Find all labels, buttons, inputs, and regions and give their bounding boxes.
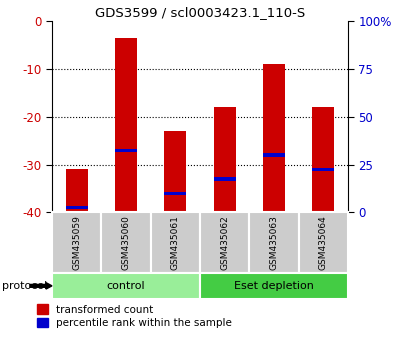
Text: GSM435064: GSM435064 [319,215,328,270]
Legend: transformed count, percentile rank within the sample: transformed count, percentile rank withi… [37,304,232,328]
Bar [263,64,285,212]
Bar [200,273,348,299]
Text: GSM435062: GSM435062 [220,215,229,270]
Bar [66,170,88,212]
Title: GDS3599 / scl0003423.1_110-S: GDS3599 / scl0003423.1_110-S [95,6,305,19]
Text: GSM435060: GSM435060 [122,215,130,270]
Bar [115,149,137,152]
Text: Eset depletion: Eset depletion [234,281,314,291]
Text: GSM435061: GSM435061 [171,215,180,270]
Text: GSM435063: GSM435063 [270,215,278,270]
Bar [214,107,236,212]
Bar [52,212,101,273]
Text: control: control [107,281,145,291]
Bar [312,168,334,171]
Bar [299,212,348,273]
Bar [200,212,249,273]
Text: GSM435059: GSM435059 [72,215,81,270]
Bar [52,273,200,299]
Bar [115,38,137,212]
Bar [164,131,186,212]
Bar [263,153,285,157]
Bar [214,177,236,181]
Bar [164,192,186,195]
Bar [249,212,299,273]
Bar [151,212,200,273]
Text: protocol: protocol [2,281,47,291]
Bar [66,206,88,209]
Bar [312,107,334,212]
Bar [101,212,151,273]
